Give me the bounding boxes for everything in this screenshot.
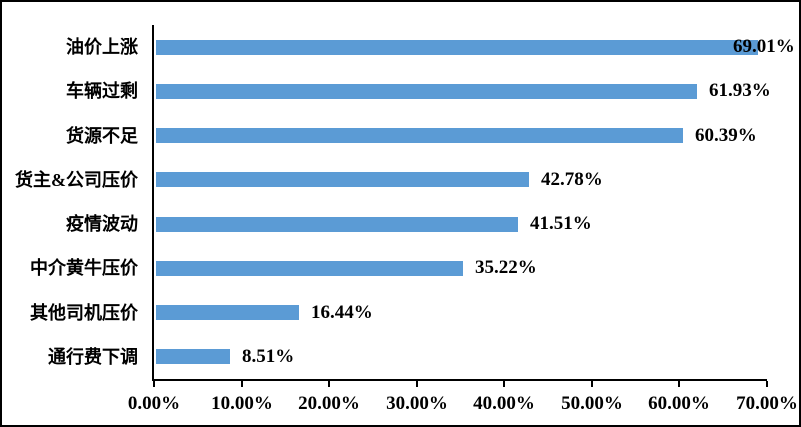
- category-label-7: 通行费下调: [48, 347, 138, 367]
- x-tick-mark-2: [328, 381, 330, 387]
- value-label-0: 69.01%: [733, 36, 795, 57]
- x-tick-label-3: 30.00%: [386, 393, 448, 414]
- value-label-5: 35.22%: [475, 257, 537, 278]
- category-label-1: 车辆过剩: [66, 81, 138, 101]
- x-tick-mark-6: [678, 381, 680, 387]
- bar-6: [156, 305, 299, 320]
- x-tick-label-1: 10.00%: [211, 393, 273, 414]
- x-tick-mark-7: [766, 381, 768, 387]
- x-tick-label-2: 20.00%: [298, 393, 360, 414]
- category-label-6: 其他司机压价: [30, 303, 138, 323]
- value-label-6: 16.44%: [311, 302, 373, 323]
- value-label-4: 41.51%: [530, 213, 592, 234]
- bar-0: [156, 40, 758, 55]
- bar-3: [156, 172, 529, 187]
- category-label-2: 货源不足: [66, 126, 138, 146]
- value-label-1: 61.93%: [709, 80, 771, 101]
- value-label-2: 60.39%: [695, 125, 757, 146]
- category-label-0: 油价上涨: [66, 37, 138, 57]
- bar-5: [156, 261, 463, 276]
- category-label-4: 疫情波动: [66, 214, 138, 234]
- x-tick-label-5: 50.00%: [561, 393, 623, 414]
- x-tick-mark-4: [503, 381, 505, 387]
- x-tick-mark-1: [241, 381, 243, 387]
- x-tick-label-4: 40.00%: [473, 393, 535, 414]
- value-label-7: 8.51%: [242, 346, 295, 367]
- category-label-3: 货主&公司压价: [15, 170, 138, 190]
- bar-7: [156, 349, 230, 364]
- plot-area: 69.01% 61.93% 60.39% 42.78% 41.51% 35.22% 16.4…: [128, 25, 798, 414]
- x-tick-mark-5: [591, 381, 593, 387]
- bar-4: [156, 217, 518, 232]
- category-label-5: 中介黄牛压价: [30, 258, 138, 278]
- x-tick-mark-0: [153, 381, 155, 387]
- x-tick-label-7: 70.00%: [736, 393, 798, 414]
- bar-2: [156, 128, 683, 143]
- value-label-3: 42.78%: [541, 169, 603, 190]
- x-tick-mark-3: [416, 381, 418, 387]
- x-tick-label-6: 60.00%: [648, 393, 710, 414]
- x-tick-label-0: 0.00%: [127, 393, 181, 414]
- bar-1: [156, 84, 697, 99]
